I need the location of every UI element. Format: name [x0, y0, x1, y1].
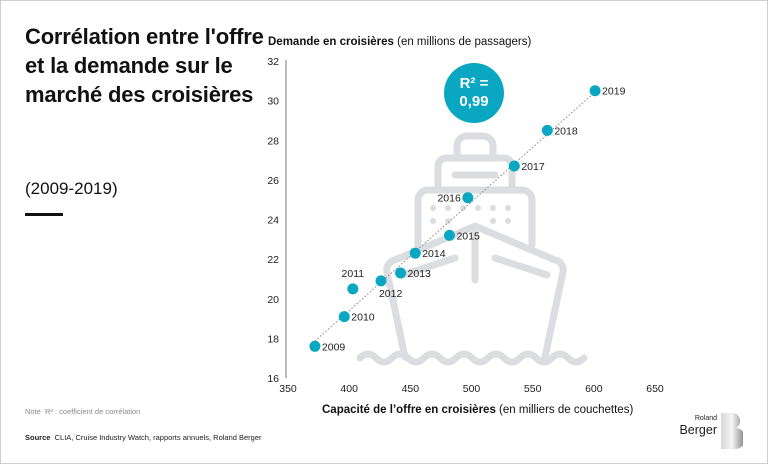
- x-tick-label: 650: [646, 383, 664, 395]
- r-squared-badge: R² = 0,99: [444, 63, 504, 123]
- chart-subtitle: (2009-2019): [25, 179, 118, 198]
- r-squared-value: 0,99: [459, 93, 489, 110]
- data-point-2017: [508, 160, 520, 172]
- x-axis-title-unit: (en milliers de couchettes): [495, 404, 634, 416]
- data-point-2018: [541, 124, 553, 136]
- y-tick-label: 28: [267, 135, 279, 147]
- data-point-2010: [338, 311, 350, 323]
- data-points: 2009 2010 2011 2012 2013 2014 2015 2016 2017 2018…: [309, 85, 626, 353]
- source-text: CLIA, Cruise Industry Watch, rapports an…: [54, 433, 262, 442]
- data-point-2011: [347, 283, 359, 295]
- r-squared-label: R² =: [459, 75, 489, 92]
- y-tick-label: 24: [267, 215, 279, 227]
- note-text: R² : coefficient de corrélation: [45, 407, 141, 416]
- y-axis-title-unit: (en millions de passagers): [393, 36, 532, 48]
- data-label-2014: 2014: [422, 248, 446, 260]
- data-point-2013: [395, 267, 407, 279]
- data-label-2019: 2019: [602, 86, 626, 98]
- data-point-2015: [443, 229, 455, 241]
- y-tick-label: 22: [267, 254, 279, 266]
- data-label-2013: 2013: [408, 268, 432, 280]
- logo-berger: Berger: [679, 423, 717, 437]
- x-tick-label: 550: [524, 383, 542, 395]
- y-tick-label: 32: [267, 56, 279, 68]
- ship-windows: [430, 205, 511, 224]
- axes: 16 18 20 22 24 26 28 30 32 350 400 450 500 550 600 650: [267, 56, 664, 395]
- data-label-2015: 2015: [456, 230, 480, 242]
- x-axis-title-bold: Capacité de l’offre en croisières: [322, 404, 496, 416]
- x-axis-title: Capacité de l’offre en croisières (en mi…: [322, 404, 633, 416]
- data-point-2009: [309, 340, 321, 352]
- y-tick-label: 18: [267, 333, 279, 345]
- data-label-2016: 2016: [437, 193, 461, 205]
- data-label-2012: 2012: [379, 288, 403, 300]
- data-label-2017: 2017: [521, 161, 545, 173]
- x-tick-label: 500: [463, 383, 481, 395]
- y-tick-label: 16: [267, 373, 279, 385]
- data-label-2018: 2018: [554, 125, 578, 137]
- data-label-2009: 2009: [322, 341, 346, 353]
- logo-roland: Roland: [694, 415, 717, 422]
- x-tick-label: 400: [340, 383, 358, 395]
- data-point-2016: [462, 192, 474, 204]
- y-tick-label: 26: [267, 175, 279, 187]
- data-label-2011: 2011: [342, 268, 365, 280]
- x-tick-label: 450: [402, 383, 420, 395]
- x-tick-label: 600: [585, 383, 603, 395]
- y-axis-title: Demande en croisières (en millions de pa…: [268, 36, 531, 48]
- note: Note R² : coefficient de corrélation: [25, 407, 140, 416]
- x-tick-label: 350: [279, 383, 297, 395]
- chart-title: Corrélation entre l'offre et la demande …: [25, 24, 264, 107]
- source: Source CLIA, Cruise Industry Watch, rapp…: [25, 433, 262, 442]
- data-label-2010: 2010: [351, 312, 375, 324]
- data-point-2014: [409, 247, 421, 259]
- y-axis-title-bold: Demande en croisières: [268, 36, 394, 48]
- cruise-ship-icon: [356, 132, 588, 366]
- roland-berger-logo: Roland Berger: [679, 410, 750, 450]
- data-point-2012: [375, 275, 387, 287]
- note-label: Note: [25, 407, 41, 416]
- y-tick-label: 30: [267, 96, 279, 108]
- logo-b-mark-icon: [721, 413, 743, 449]
- title-underline: [25, 213, 63, 216]
- y-tick-label: 20: [267, 294, 279, 306]
- source-label: Source: [25, 433, 51, 442]
- data-point-2019: [589, 85, 601, 97]
